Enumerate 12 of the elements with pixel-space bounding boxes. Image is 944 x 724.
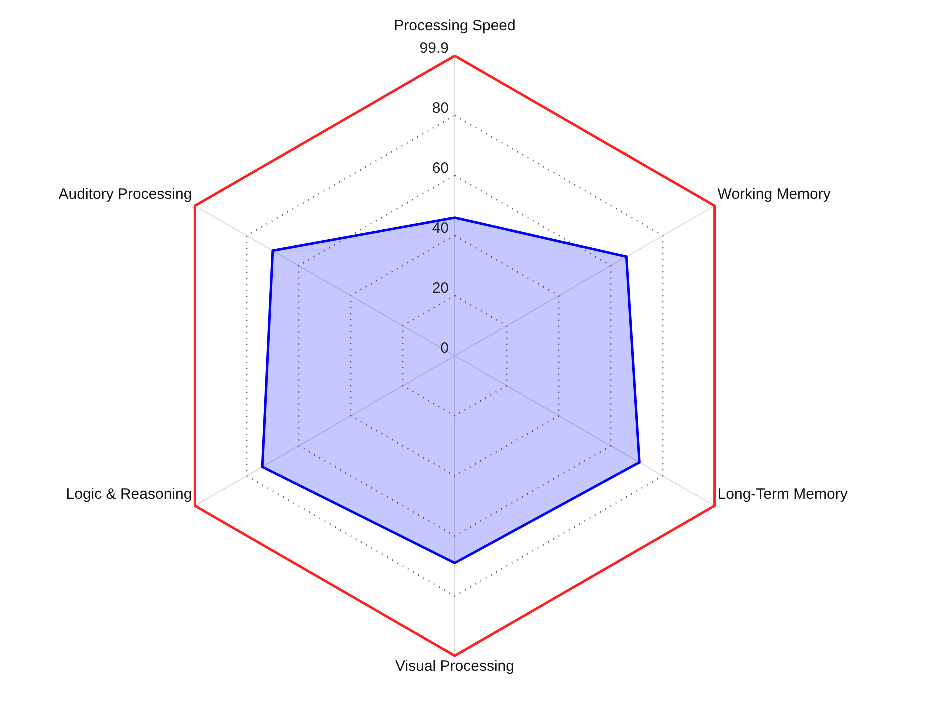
spoke-label: Visual Processing (396, 658, 514, 675)
spoke-label: Working Memory (718, 186, 832, 203)
spoke-label: Auditory Processing (58, 186, 192, 203)
y-tick-label: 60 (432, 160, 449, 177)
spoke-label: Long-Term Memory (718, 486, 848, 503)
spoke-label: Logic & Reasoning (66, 486, 192, 503)
y-tick-label: 80 (432, 100, 449, 117)
y-tick-label: 40 (432, 220, 449, 237)
y-tick-label: 0 (440, 340, 449, 357)
spoke-label: Processing Speed (394, 18, 516, 34)
y-tick-label: 20 (432, 280, 449, 297)
y-tick-label: 99.9 (420, 40, 449, 57)
